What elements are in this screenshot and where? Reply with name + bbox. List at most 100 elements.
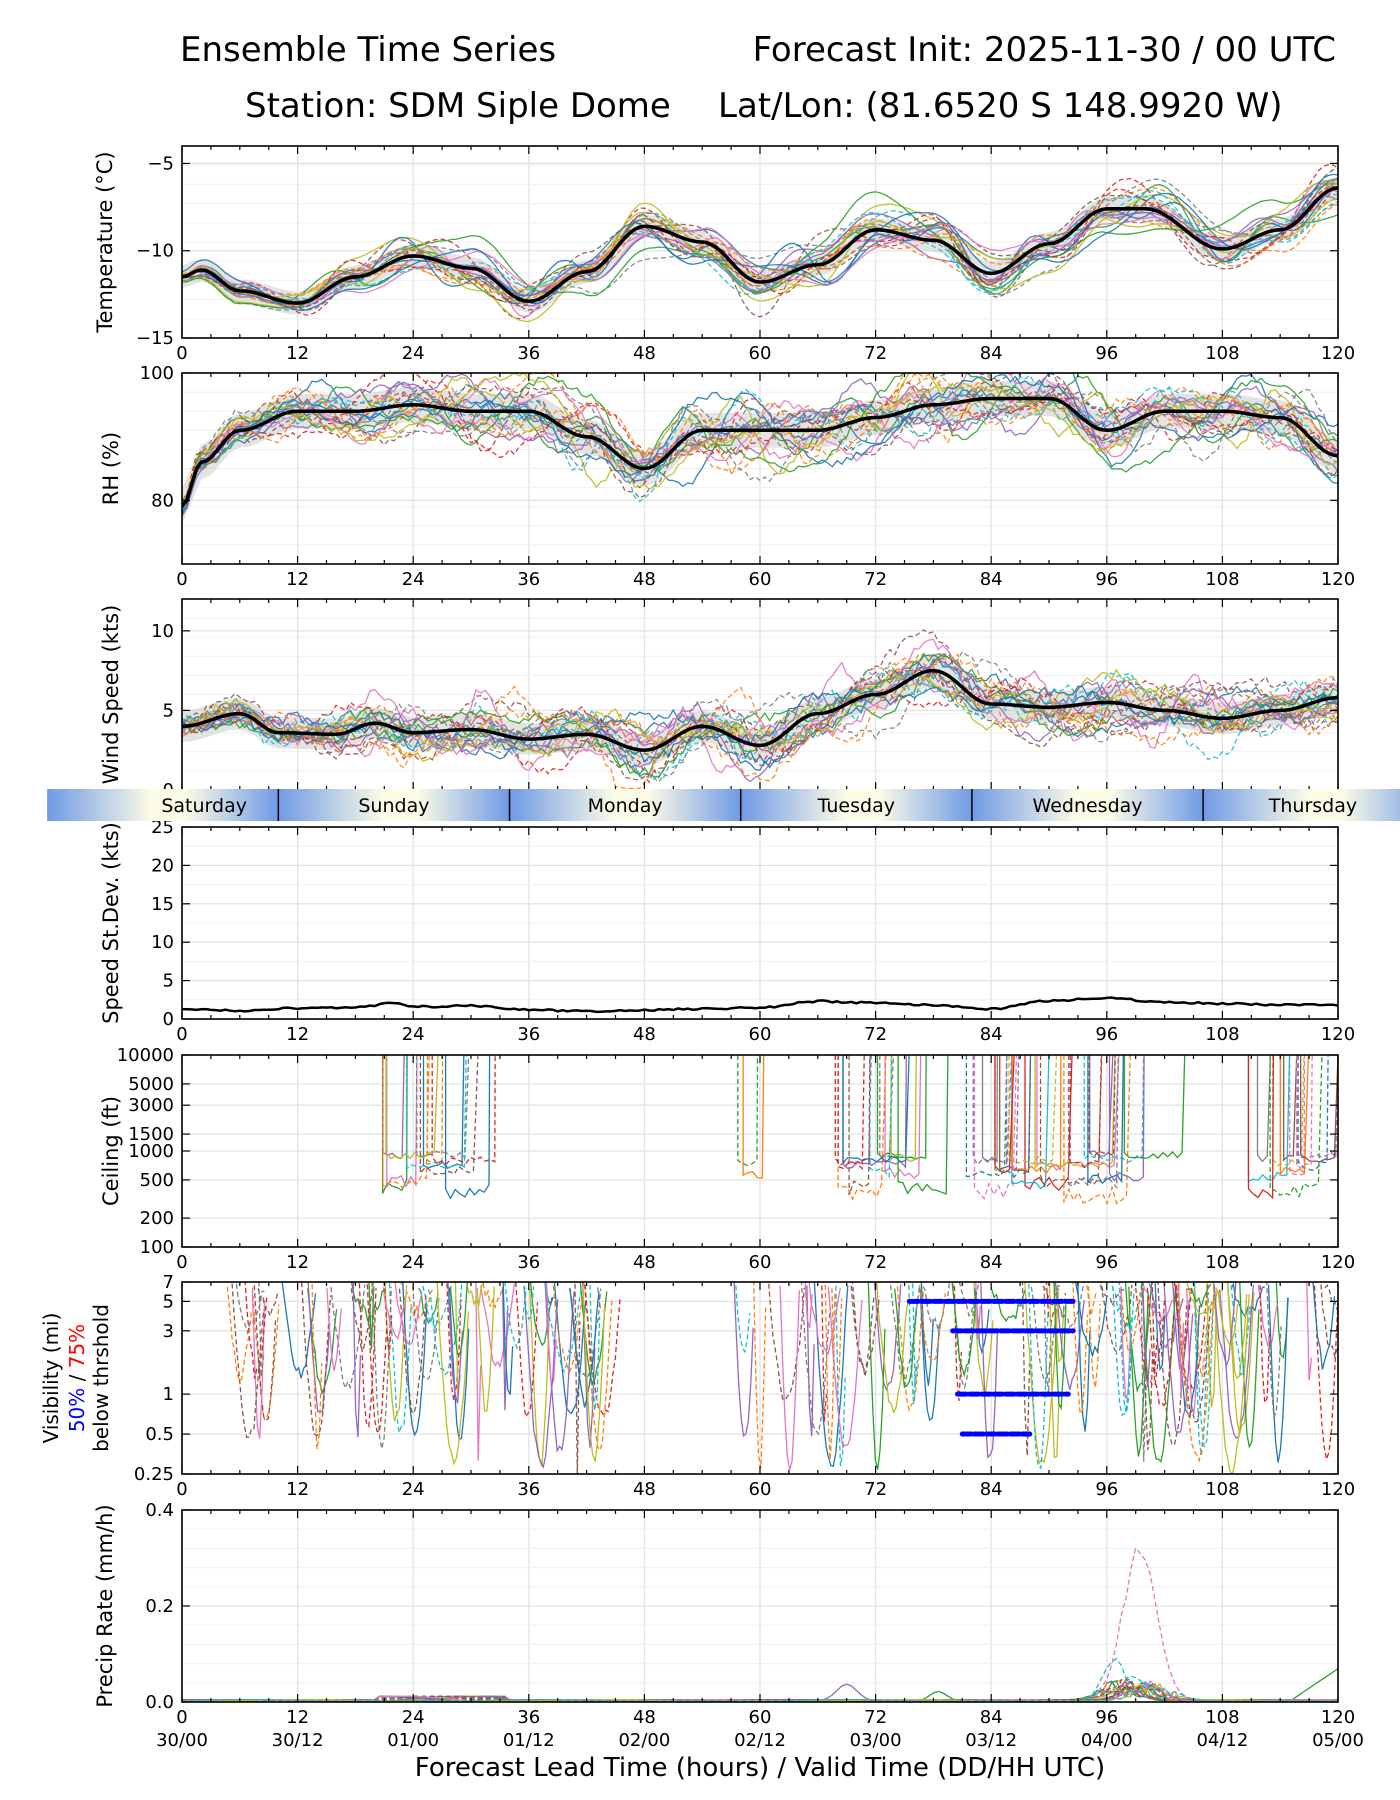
forecast-init: Forecast Init: 2025-11-30 / 00 UTC	[752, 30, 1336, 70]
vis-member-line	[1030, 1284, 1059, 1386]
day-band-segment	[47, 789, 279, 821]
temp-ytick-label: −10	[136, 241, 174, 262]
temp-xtick-label: 0	[176, 343, 187, 364]
temp-panel: 0 12 24 36 48 60 72 84 96 108 120 −15 −10 −5 Temperatu…	[93, 145, 1355, 364]
vis-member-line	[1146, 1287, 1175, 1407]
valid-time-label: 03/12	[965, 1730, 1017, 1751]
vis-xtick-label: 48	[633, 1479, 656, 1500]
ceil-member-line	[1269, 1055, 1323, 1199]
ceil-member-line	[869, 1055, 893, 1179]
wspd-member-line	[182, 652, 1338, 782]
vis-member-line	[1313, 1285, 1338, 1462]
vis-member-line	[922, 1282, 951, 1330]
rh-member-line	[182, 387, 1338, 513]
vis-member-line	[1043, 1282, 1052, 1395]
vis-member-line	[1324, 1284, 1338, 1310]
ceil-member-line	[1088, 1055, 1116, 1158]
vis-member-line	[1142, 1289, 1151, 1388]
vis-xtick-label: 0	[176, 1479, 187, 1500]
vis-member-line	[584, 1284, 613, 1452]
rh-member-line	[182, 373, 1338, 508]
sdev-xtick-label: 36	[517, 1024, 540, 1045]
vis-member-line	[733, 1282, 754, 1438]
vis-member-line	[1053, 1282, 1067, 1411]
ceil-member-line	[1005, 1055, 1020, 1172]
ceil-member-line	[1296, 1055, 1338, 1160]
vis-member-line	[569, 1288, 600, 1408]
ceil-member-line	[973, 1055, 1018, 1201]
vis-member-line	[1085, 1282, 1097, 1316]
vis-member-line	[257, 1287, 279, 1318]
vis-member-line	[480, 1283, 516, 1369]
sdev-ytick-label: 25	[151, 817, 174, 838]
ceil-member-line	[1063, 1055, 1131, 1206]
sdev-plot-area	[182, 996, 1338, 1014]
vis-member-line	[398, 1288, 427, 1415]
vis-member-line	[973, 1282, 994, 1393]
ceil-member-line	[1295, 1055, 1313, 1170]
rh-mean-line	[182, 396, 1338, 508]
xaxis-label: Forecast Lead Time (hours) / Valid Time …	[415, 1753, 1105, 1783]
sdev-ylabel: Speed St.Dev. (kts)	[99, 822, 123, 1024]
vis-member-line	[958, 1282, 980, 1317]
vis-member-line	[831, 1288, 843, 1399]
temp-mean-line	[182, 186, 1338, 305]
ceil-member-line	[876, 1055, 927, 1160]
vis-ytick-label: 7	[163, 1272, 174, 1293]
temp-xtick-label: 108	[1205, 343, 1239, 364]
ceil-member-line	[1279, 1055, 1310, 1176]
vis-xtick-label: 60	[749, 1479, 772, 1500]
ceil-member-line	[1256, 1055, 1272, 1163]
ceil-ytick-label: 200	[140, 1208, 174, 1229]
ceil-xtick-label: 120	[1321, 1252, 1355, 1273]
wspd-panel: 0510Wind Speed (kts)	[99, 598, 1339, 801]
vis-member-line	[235, 1282, 265, 1336]
vis-ytick-label: 0.25	[134, 1464, 174, 1485]
ceil-member-line	[737, 1055, 759, 1167]
valid-time-label: 30/00	[156, 1730, 208, 1751]
vis-member-line	[446, 1282, 462, 1401]
temp-xtick-label: 120	[1321, 343, 1355, 364]
chart-title: Ensemble Time Series	[180, 30, 557, 70]
day-band: Saturday Sunday Monday Tuesday Wednesday Thur…	[47, 789, 1400, 821]
vis-xtick-label: 72	[864, 1479, 887, 1500]
wspd-member-line	[182, 685, 1338, 763]
vis-ylabel-sub: below thrshold	[89, 1304, 113, 1452]
temp-member-line	[182, 195, 1338, 300]
temp-plot-area	[182, 163, 1338, 323]
temp-xtick-label: 96	[1095, 343, 1118, 364]
vis-member-line	[1267, 1284, 1289, 1463]
station-label: Station: SDM Siple Dome	[245, 86, 671, 126]
rh-ytick-label: 80	[151, 490, 174, 511]
vis-member-line	[1128, 1286, 1149, 1457]
vis-member-line	[411, 1282, 440, 1381]
sdev-ytick-label: 5	[163, 971, 174, 992]
vis-member-line	[523, 1282, 535, 1321]
ceil-member-line	[419, 1055, 479, 1176]
vis-member-line	[358, 1282, 377, 1429]
vis-member-line	[436, 1282, 469, 1466]
wspd-ytick-label: 10	[151, 621, 174, 642]
vis-member-line	[475, 1282, 482, 1461]
ceil-xtick-label: 48	[633, 1252, 656, 1273]
ceil-member-line	[385, 1055, 439, 1160]
ceil-xtick-label: 108	[1205, 1252, 1239, 1273]
vis-panel: 0 12 24 36 48 60 72 84 96 108 120 0.25 0.5 1 3 57 Visibi…	[39, 1272, 1355, 1500]
temp-xtick-label: 24	[402, 343, 425, 364]
vis-member-line	[876, 1282, 909, 1414]
precip-xtick-label: 96	[1095, 1707, 1118, 1728]
vis-member-line	[1177, 1282, 1215, 1463]
ceil-member-line	[890, 1055, 917, 1163]
sdev-xtick-label: 12	[286, 1024, 309, 1045]
vis-member-line	[1215, 1287, 1241, 1349]
precip-ytick-label: 0.4	[145, 1500, 174, 1521]
ceil-member-line	[1108, 1055, 1145, 1182]
vis-ylabel: Visibility (mi)	[39, 1313, 63, 1444]
vis-member-line	[1077, 1282, 1091, 1432]
rh-member-line	[182, 373, 1338, 508]
vis-member-line	[1087, 1282, 1101, 1388]
ceil-member-line	[884, 1055, 922, 1179]
ceil-ytick-label: 100	[140, 1237, 174, 1258]
vis-member-line	[918, 1282, 947, 1362]
vis-member-line	[1230, 1285, 1252, 1377]
